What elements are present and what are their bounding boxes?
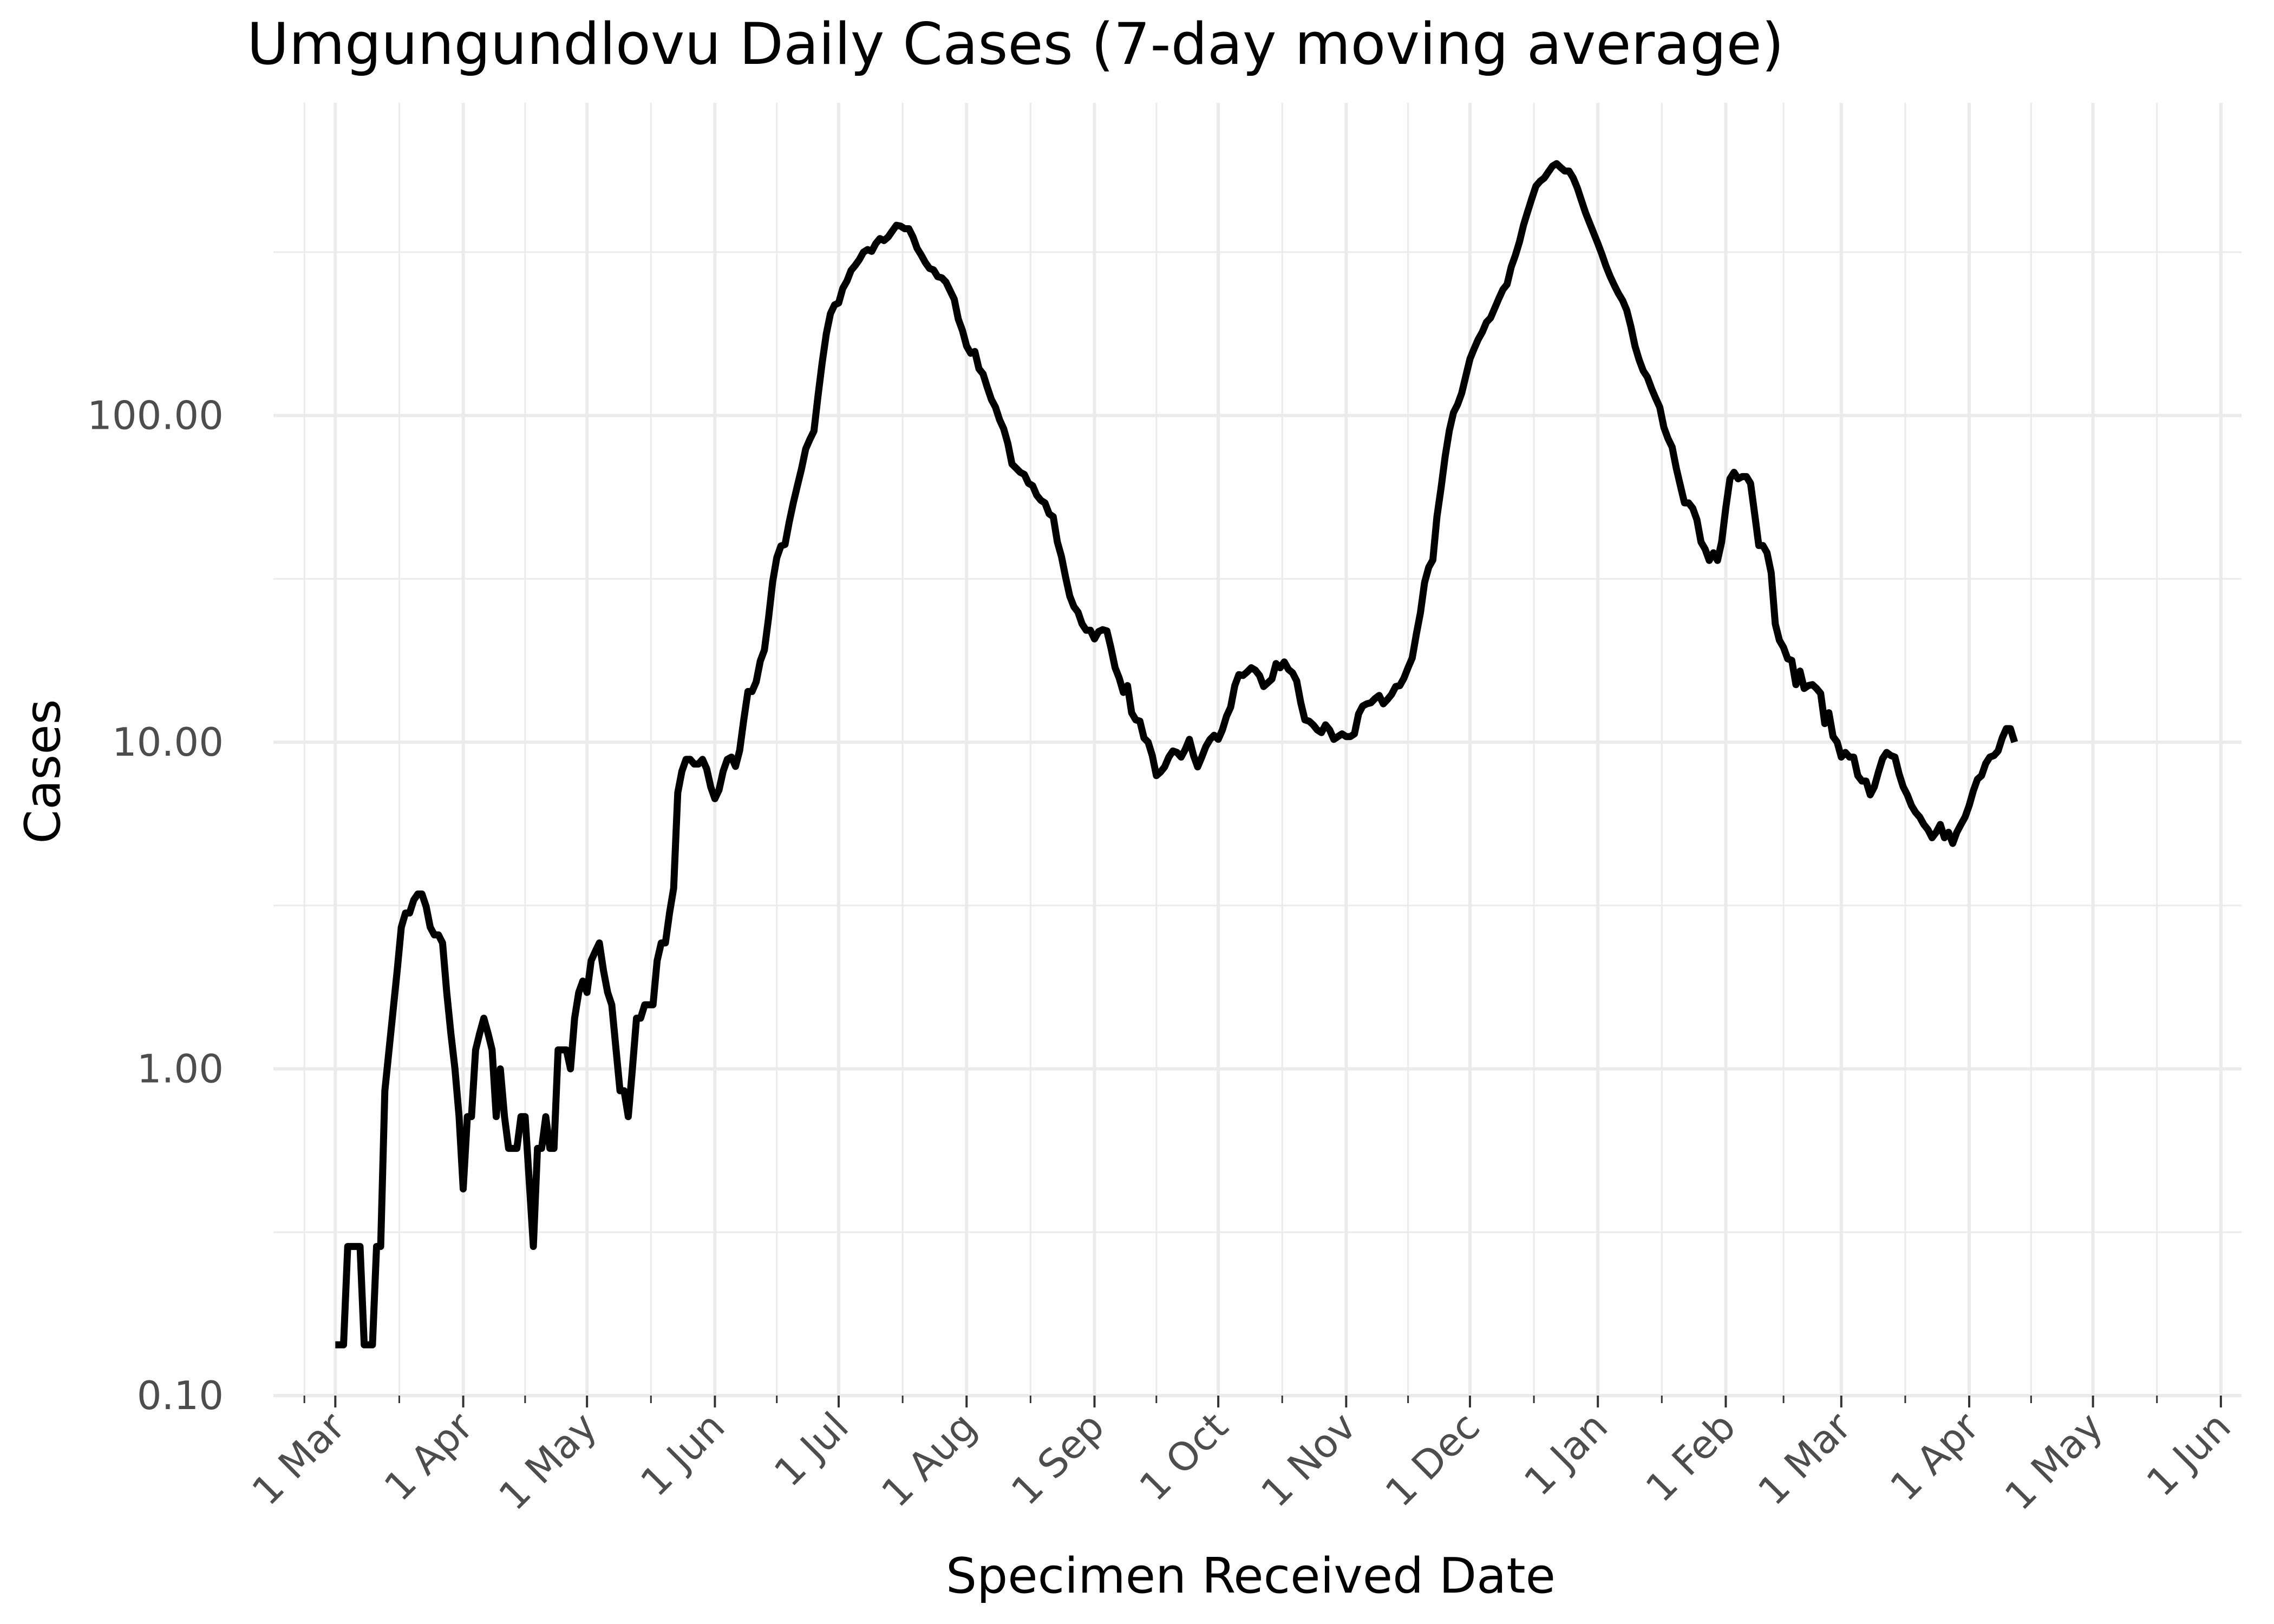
x-tick-label: 1 Jan (1515, 1404, 1616, 1504)
x-tick-label: 1 Jul (766, 1404, 857, 1495)
y-tick-label: 1.00 (137, 1046, 224, 1092)
x-tick-label: 1 May (1996, 1404, 2111, 1519)
cases-line (335, 160, 2018, 1348)
x-tick-label: 1 Mar (243, 1403, 354, 1514)
x-tick-label: 1 Jun (632, 1404, 734, 1505)
plot-panel (273, 103, 2242, 1407)
x-tick-label: 1 Dec (1376, 1404, 1488, 1515)
x-axis-title: Specimen Received Date (946, 1548, 1556, 1605)
x-tick-label: 1 Sep (1003, 1404, 1113, 1514)
chart-title: Umgungundlovu Daily Cases (7-day moving … (247, 11, 1784, 77)
x-tick-label: 1 Nov (1252, 1404, 1364, 1516)
x-axis-ticks (303, 1396, 2222, 1407)
minor-gridlines (273, 103, 2242, 1396)
x-tick-label: 1 Jun (2138, 1404, 2239, 1505)
y-tick-label: 0.10 (137, 1373, 224, 1418)
major-gridlines (273, 103, 2242, 1397)
y-tick-label: 10.00 (112, 719, 224, 765)
x-tick-label: 1 Feb (1637, 1404, 1744, 1511)
x-tick-label: 1 Mar (1749, 1403, 1860, 1514)
x-tick-label: 1 Aug (873, 1404, 985, 1516)
x-tick-label: 1 Apr (1881, 1403, 1988, 1509)
x-axis-labels: 1 Mar 1 Apr 1 May 1 Jun 1 Jul 1 Aug 1 Sep 1 Oct… (243, 1403, 2239, 1519)
y-axis-labels: 0.10 1.00 10.00 100.00 (87, 393, 224, 1419)
y-tick-label: 100.00 (87, 393, 224, 438)
x-tick-label: 1 Apr (376, 1403, 482, 1509)
x-tick-label: 1 Oct (1131, 1404, 1237, 1510)
y-axis-title: Cases (15, 699, 71, 843)
x-tick-label: 1 May (490, 1404, 605, 1519)
